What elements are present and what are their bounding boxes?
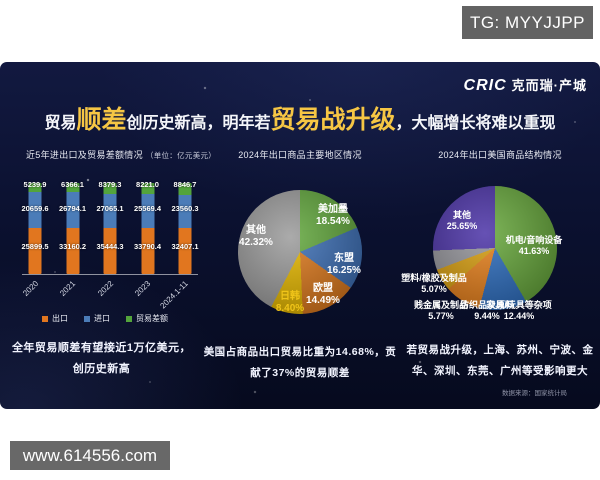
title-highlight-tradewar: 贸易战升级 xyxy=(270,106,396,134)
bar-chart-title-text: 近5年进出口及贸易差额情况 xyxy=(26,150,143,160)
pie-label-others: 其他 42.32% xyxy=(239,225,273,248)
x-axis xyxy=(22,274,198,275)
bar-segment-import xyxy=(178,195,192,229)
slide-title: 贸易顺差创历史新高，明年若贸易战升级，大幅增长将难以重现 xyxy=(0,100,600,136)
cric-logo-brand: CRIC xyxy=(463,77,507,94)
pie-us-title: 2024年出口美国商品结构情况 xyxy=(438,150,562,160)
pie-label-asean: 东盟 16.25% xyxy=(327,253,361,276)
legend-label-balance: 贸易差额 xyxy=(136,314,168,323)
pie-label-textiles: 纺织品及原料 9.44% xyxy=(459,300,514,321)
x-axis-label: 2020 xyxy=(21,279,41,298)
bar-segment-balance xyxy=(141,183,154,195)
bar-segment-balance xyxy=(178,183,192,196)
tg-badge: TG: MYYJJPP xyxy=(462,6,593,39)
watermark: www.614556.com xyxy=(10,441,170,470)
data-source: 数据来源：国家统计局 xyxy=(502,390,567,397)
pie-us-structure xyxy=(433,186,557,310)
x-axis-label: 2023 xyxy=(133,279,153,298)
slide: CRIC 克而瑞·产城 贸易顺差创历史新高，明年若贸易战升级，大幅增长将难以重现… xyxy=(0,62,600,409)
bar-value-label: 33790.4 xyxy=(133,242,162,251)
bar-segment-import xyxy=(141,194,154,229)
pie-label-us-canada-mexico: 美加墨 18.54% xyxy=(316,204,350,227)
bar-segment-export xyxy=(66,228,79,274)
x-axis-label: 2022 xyxy=(96,279,116,298)
stacked-bar xyxy=(141,183,154,274)
x-axis-label: 2021 xyxy=(58,279,78,298)
x-axis-label: 2024.1-11 xyxy=(158,279,191,311)
bar-chart-legend: 出口 进口 贸易差额 xyxy=(20,313,200,324)
bar-value-label: 20659.6 xyxy=(21,204,49,213)
bar-value-label: 25899.5 xyxy=(21,242,49,251)
legend-item-import: 进口 xyxy=(84,313,110,324)
title-text: ，大幅增长将难以重现 xyxy=(395,115,556,132)
bar-column: 6366.1 26794.1 33160.2 2021 xyxy=(58,180,87,298)
legend-item-balance: 贸易差额 xyxy=(126,313,168,324)
bar-value-label: 27065.1 xyxy=(96,204,124,213)
bar-chart-title: 近5年进出口及贸易差额情况 （单位：亿元美元） xyxy=(0,148,216,161)
cric-logo: CRIC 克而瑞·产城 xyxy=(464,75,587,95)
pie-label-electromechanical: 机电/音响设备 41.63% xyxy=(505,235,563,256)
pie-sheen xyxy=(238,190,362,314)
pie-label-furniture-toys: 家具/玩具等杂项 12.44% xyxy=(486,300,552,321)
bar-segment-import xyxy=(28,192,42,229)
bar-value-label: 8379.3 xyxy=(98,180,122,189)
pie-sheen xyxy=(433,186,557,310)
note-trade-surplus: 全年贸易顺差有望接近1万亿美元， 创历史新高 xyxy=(11,342,192,375)
pie-label-eu: 欧盟 14.49% xyxy=(306,283,340,306)
bar-column: 5239.9 20659.6 25899.5 2020 xyxy=(21,180,49,298)
note-cities-impact: 若贸易战升级，上海、苏州、宁波、金 华、深圳、东莞、广州等受影响更大 xyxy=(406,344,594,377)
pie-regions-title: 2024年出口商品主要地区情况 xyxy=(238,150,362,160)
bar-value-label: 8221.0 xyxy=(136,180,159,189)
title-highlight-surplus: 顺差 xyxy=(76,106,127,134)
legend-swatch-import xyxy=(84,315,90,322)
bar-value-label: 32407.1 xyxy=(171,242,199,251)
title-text: 贸易 xyxy=(44,115,77,132)
legend-swatch-balance xyxy=(126,315,132,322)
bar-chart-unit: （单位：亿元美元） xyxy=(145,151,217,160)
stacked-bar xyxy=(103,183,117,274)
panel-trade-balance: 近5年进出口及贸易差额情况 （单位：亿元美元） 5239.9 20659.6 2589… xyxy=(0,62,216,409)
bar-value-label: 8846.7 xyxy=(173,180,197,189)
bar-segment-export xyxy=(141,228,154,274)
bar-segment-balance xyxy=(66,183,79,192)
legend-label-export: 出口 xyxy=(52,314,68,323)
bar-value-label: 23560.3 xyxy=(171,204,199,213)
panel-export-regions: 2024年出口商品主要地区情况 美加墨 18.54% 东盟 16.25% 欧盟 14.… xyxy=(203,62,397,409)
pie-label-japan-korea: 日韩 8.40% xyxy=(275,291,305,314)
bar-segment-import xyxy=(103,193,117,229)
cric-logo-name: 克而瑞·产城 xyxy=(511,78,587,93)
stacked-bar xyxy=(28,183,42,274)
pie-label-plastics-rubber: 塑料/橡胶及制品 5.07% xyxy=(401,273,467,294)
bar-column: 8379.3 27065.1 35444.3 2022 xyxy=(96,180,124,298)
bar-segment-export xyxy=(103,228,117,274)
stacked-bar xyxy=(178,183,192,274)
bar-segment-import xyxy=(66,191,79,229)
bar-segment-balance xyxy=(28,183,42,193)
bar-column: 8846.7 23560.3 32407.1 2024.1-11 xyxy=(159,180,199,310)
panel-us-structure: 2024年出口美国商品结构情况 机电/音响设备 41.63% 其他 25.65% 塑… xyxy=(400,62,600,409)
legend-swatch-export xyxy=(42,315,48,322)
bar-value-label: 35444.3 xyxy=(96,242,124,251)
bar-value-label: 26794.1 xyxy=(58,204,87,213)
bar-segment-export xyxy=(28,228,42,274)
pie-export-regions xyxy=(238,190,362,314)
legend-label-import: 进口 xyxy=(94,314,110,323)
legend-item-export: 出口 xyxy=(42,313,68,324)
bar-value-label: 6366.1 xyxy=(61,180,84,189)
stacked-bar xyxy=(66,183,79,274)
bar-chart: 5239.9 20659.6 25899.5 2020 6366.1 26794.1 331… xyxy=(21,180,199,310)
note-us-share: 美国占商品出口贸易比重为14.68%，贡 献了37%的贸易顺差 xyxy=(203,346,397,379)
bar-column: 8221.0 25569.4 33790.4 2023 xyxy=(133,180,162,298)
pie-label-others: 其他 25.65% xyxy=(446,210,478,231)
bar-segment-balance xyxy=(103,183,117,194)
pie-label-base-metals: 贱金属及制品 5.77% xyxy=(413,300,468,321)
bar-value-label: 33160.2 xyxy=(58,242,87,251)
bar-value-label: 5239.9 xyxy=(23,180,47,189)
bar-value-label: 25569.4 xyxy=(133,204,162,213)
title-text: 创历史新高，明年若 xyxy=(126,115,271,132)
bar-segment-export xyxy=(178,228,192,274)
